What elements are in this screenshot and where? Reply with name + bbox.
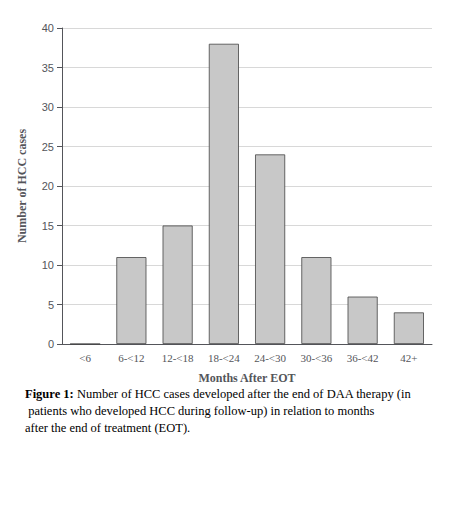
svg-text:Number of HCC cases: Number of HCC cases (15, 129, 29, 243)
svg-text:24-<30: 24-<30 (254, 352, 286, 364)
svg-text:Figure 1:: Figure 1: (25, 387, 74, 401)
svg-text:<6: <6 (79, 352, 91, 364)
svg-text:18-<24: 18-<24 (208, 352, 240, 364)
svg-text:36-<42: 36-<42 (347, 352, 379, 364)
svg-text:12-<18: 12-<18 (162, 352, 194, 364)
svg-text:patients who developed HCC dur: patients who developed HCC during follow… (25, 404, 377, 418)
svg-text:15: 15 (42, 220, 54, 232)
svg-text:25: 25 (42, 141, 54, 153)
svg-text:Number of HCC cases developed: Number of HCC cases developed after the … (74, 387, 411, 401)
svg-text:42+: 42+ (400, 352, 417, 364)
svg-text:6-<12: 6-<12 (118, 352, 144, 364)
svg-text:10: 10 (42, 259, 54, 271)
svg-text:30-<36: 30-<36 (300, 352, 332, 364)
svg-text:0: 0 (48, 338, 54, 350)
svg-text:30: 30 (42, 101, 54, 113)
svg-text:20: 20 (42, 180, 54, 192)
svg-text:5: 5 (48, 299, 54, 311)
svg-text:40: 40 (42, 22, 54, 34)
svg-text:Months After EOT: Months After EOT (198, 371, 295, 385)
svg-text:after the end of treatment (EO: after the end of treatment (EOT). (25, 421, 190, 435)
svg-text:35: 35 (42, 62, 54, 74)
